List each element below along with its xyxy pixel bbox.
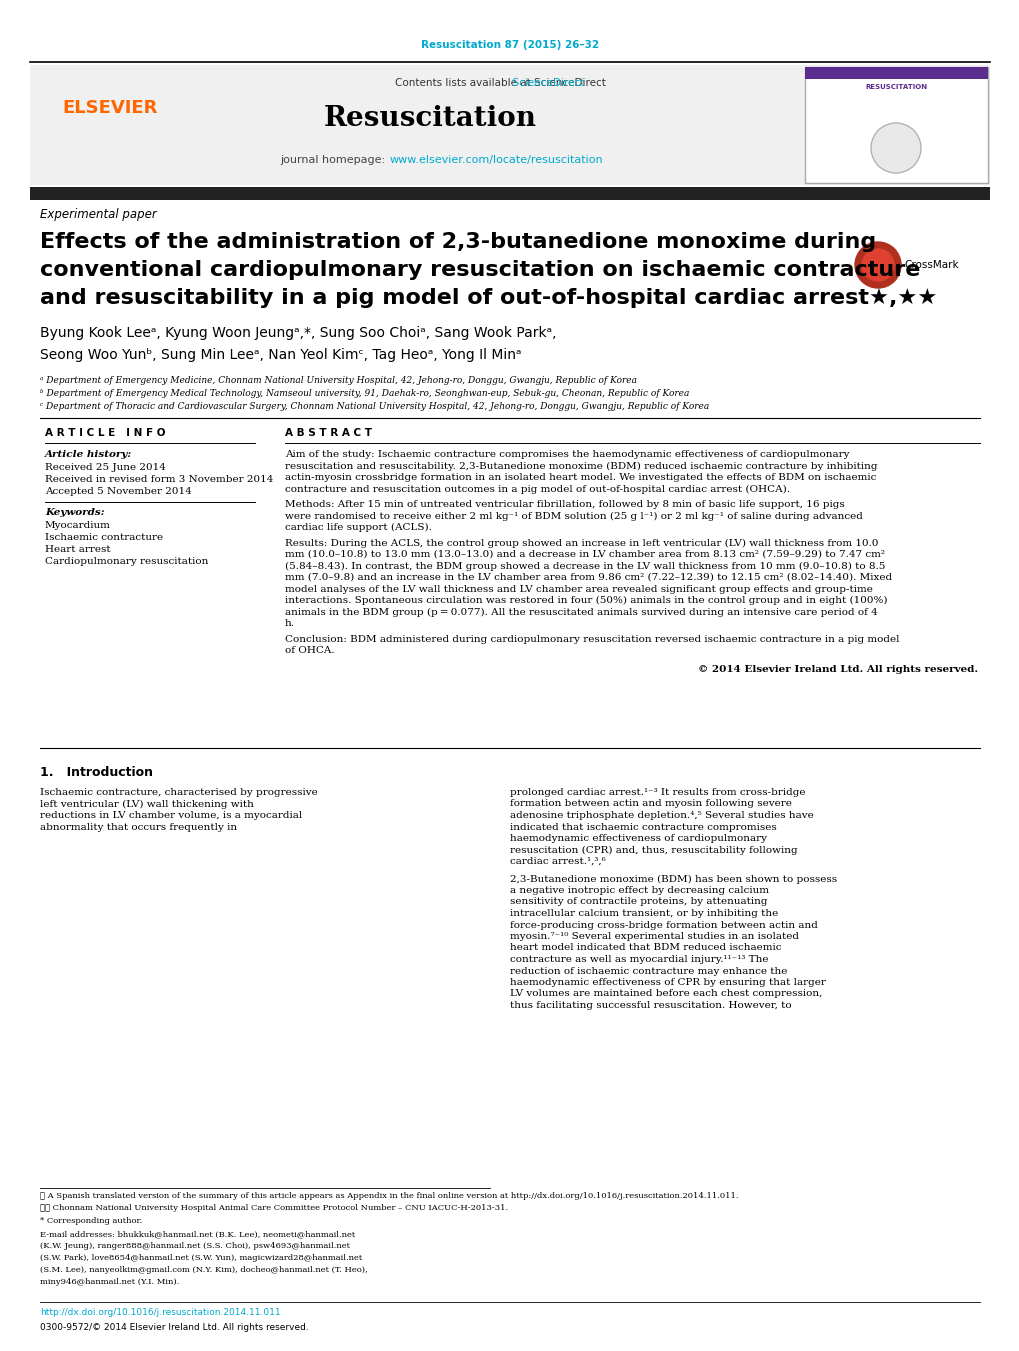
Text: Seong Woo Yunᵇ, Sung Min Leeᵃ, Nan Yeol Kimᶜ, Tag Heoᵃ, Yong Il Minᵃ: Seong Woo Yunᵇ, Sung Min Leeᵃ, Nan Yeol … (40, 349, 521, 362)
Text: model analyses of the LV wall thickness and LV chamber area revealed significant: model analyses of the LV wall thickness … (284, 585, 872, 593)
Text: and resuscitability in a pig model of out-of-hospital cardiac arrest★,★★: and resuscitability in a pig model of ou… (40, 288, 936, 308)
Text: formation between actin and myosin following severe: formation between actin and myosin follo… (510, 800, 791, 808)
Text: interactions. Spontaneous circulation was restored in four (50%) animals in the : interactions. Spontaneous circulation wa… (284, 596, 887, 605)
Text: Article history:: Article history: (45, 450, 132, 459)
Text: were randomised to receive either 2 ml kg⁻¹ of BDM solution (25 g l⁻¹) or 2 ml k: were randomised to receive either 2 ml k… (284, 512, 862, 520)
Text: intracellular calcium transient, or by inhibiting the: intracellular calcium transient, or by i… (510, 909, 777, 917)
Text: Contents lists available at ScienceDirect: Contents lists available at ScienceDirec… (394, 78, 605, 88)
Bar (804, 68, 987, 78)
Text: left ventricular (LV) wall thickening with: left ventricular (LV) wall thickening wi… (40, 800, 254, 809)
Text: a negative inotropic effect by decreasing calcium: a negative inotropic effect by decreasin… (510, 886, 768, 894)
Text: 2,3-Butanedione monoxime (BDM) has been shown to possess: 2,3-Butanedione monoxime (BDM) has been … (510, 874, 837, 884)
Text: ★★ Chonnam National University Hospital Animal Care Committee Protocol Number – : ★★ Chonnam National University Hospital … (40, 1204, 507, 1212)
Text: reduction of ischaemic contracture may enhance the: reduction of ischaemic contracture may e… (510, 966, 787, 975)
Text: Keywords:: Keywords: (45, 508, 105, 517)
Text: Methods: After 15 min of untreated ventricular fibrillation, followed by 8 min o: Methods: After 15 min of untreated ventr… (284, 500, 844, 509)
Text: E-mail addresses: bhukkuk@hanmail.net (B.K. Lee), neometi@hanmail.net: E-mail addresses: bhukkuk@hanmail.net (B… (40, 1229, 355, 1238)
Text: Experimental paper: Experimental paper (40, 208, 157, 222)
Text: mm (7.0–9.8) and an increase in the LV chamber area from 9.86 cm² (7.22–12.39) t: mm (7.0–9.8) and an increase in the LV c… (284, 573, 892, 582)
Text: (S.M. Lee), nanyeolkim@gmail.com (N.Y. Kim), docheo@hanmail.net (T. Heo),: (S.M. Lee), nanyeolkim@gmail.com (N.Y. K… (40, 1266, 367, 1274)
Circle shape (870, 123, 920, 173)
Text: (5.84–8.43). In contrast, the BDM group showed a decrease in the LV wall thickne: (5.84–8.43). In contrast, the BDM group … (284, 562, 884, 570)
Text: resuscitation and resuscitability. 2,3-Butanedione monoxime (BDM) reduced ischae: resuscitation and resuscitability. 2,3-B… (284, 462, 876, 470)
Text: Conclusion: BDM administered during cardiopulmonary resuscitation reversed ischa: Conclusion: BDM administered during card… (284, 635, 899, 643)
Text: force-producing cross-bridge formation between actin and: force-producing cross-bridge formation b… (510, 920, 817, 929)
Text: Received 25 June 2014: Received 25 June 2014 (45, 463, 166, 471)
Text: thus facilitating successful resuscitation. However, to: thus facilitating successful resuscitati… (510, 1001, 791, 1011)
Text: contracture and resuscitation outcomes in a pig model of out-of-hospital cardiac: contracture and resuscitation outcomes i… (284, 485, 790, 493)
Text: CrossMark: CrossMark (903, 259, 958, 270)
Text: reductions in LV chamber volume, is a myocardial: reductions in LV chamber volume, is a my… (40, 811, 302, 820)
Text: haemodynamic effectiveness of cardiopulmonary: haemodynamic effectiveness of cardiopulm… (510, 834, 766, 843)
Bar (30, 186, 989, 200)
Text: 0300-9572/© 2014 Elsevier Ireland Ltd. All rights reserved.: 0300-9572/© 2014 Elsevier Ireland Ltd. A… (40, 1323, 309, 1332)
Text: indicated that ischaemic contracture compromises: indicated that ischaemic contracture com… (510, 823, 776, 831)
Text: ELSEVIER: ELSEVIER (62, 99, 158, 118)
Text: ScienceDirect: ScienceDirect (415, 78, 584, 88)
Text: Received in revised form 3 November 2014: Received in revised form 3 November 2014 (45, 476, 273, 484)
Text: Accepted 5 November 2014: Accepted 5 November 2014 (45, 486, 192, 496)
Text: www.elsevier.com/locate/resuscitation: www.elsevier.com/locate/resuscitation (389, 155, 603, 165)
Text: * Corresponding author.: * Corresponding author. (40, 1217, 142, 1225)
Text: Resuscitation: Resuscitation (323, 105, 536, 132)
Text: Myocardium: Myocardium (45, 521, 111, 530)
Text: resuscitation (CPR) and, thus, resuscitability following: resuscitation (CPR) and, thus, resuscita… (510, 846, 797, 855)
Text: (K.W. Jeung), ranger888@hanmail.net (S.S. Choi), psw4693@hanmail.net: (K.W. Jeung), ranger888@hanmail.net (S.S… (40, 1242, 350, 1250)
Text: animals in the BDM group (p = 0.077). All the resuscitated animals survived duri: animals in the BDM group (p = 0.077). Al… (284, 608, 877, 616)
Text: A R T I C L E   I N F O: A R T I C L E I N F O (45, 428, 165, 438)
Text: Ischaemic contracture, characterised by progressive: Ischaemic contracture, characterised by … (40, 788, 318, 797)
Text: miny946@hanmail.net (Y.I. Min).: miny946@hanmail.net (Y.I. Min). (40, 1278, 179, 1286)
Text: h.: h. (284, 619, 294, 628)
Text: Ischaemic contracture: Ischaemic contracture (45, 534, 163, 542)
Text: Byung Kook Leeᵃ, Kyung Woon Jeungᵃ,*, Sung Soo Choiᵃ, Sang Wook Parkᵃ,: Byung Kook Leeᵃ, Kyung Woon Jeungᵃ,*, Su… (40, 326, 556, 340)
Text: ★ A Spanish translated version of the summary of this article appears as Appendi: ★ A Spanish translated version of the su… (40, 1192, 738, 1200)
Text: ᵇ Department of Emergency Medical Technology, Namseoul university, 91, Daehak-ro: ᵇ Department of Emergency Medical Techno… (40, 389, 689, 399)
Bar (804, 68, 987, 182)
Text: adenosine triphosphate depletion.⁴,⁵ Several studies have: adenosine triphosphate depletion.⁴,⁵ Sev… (510, 811, 813, 820)
Text: © 2014 Elsevier Ireland Ltd. All rights reserved.: © 2014 Elsevier Ireland Ltd. All rights … (697, 665, 977, 674)
Text: ᵃ Department of Emergency Medicine, Chonnam National University Hospital, 42, Je: ᵃ Department of Emergency Medicine, Chon… (40, 376, 637, 385)
Text: abnormality that occurs frequently in: abnormality that occurs frequently in (40, 823, 236, 831)
Text: Effects of the administration of 2,3-butanedione monoxime during: Effects of the administration of 2,3-but… (40, 232, 875, 253)
Text: myosin.⁷⁻¹⁰ Several experimental studies in an isolated: myosin.⁷⁻¹⁰ Several experimental studies… (510, 932, 798, 942)
Text: Aim of the study: Ischaemic contracture compromises the haemodynamic effectivene: Aim of the study: Ischaemic contracture … (284, 450, 849, 459)
Text: A B S T R A C T: A B S T R A C T (284, 428, 372, 438)
Text: prolonged cardiac arrest.¹⁻³ It results from cross-bridge: prolonged cardiac arrest.¹⁻³ It results … (510, 788, 805, 797)
Text: 1.   Introduction: 1. Introduction (40, 766, 153, 780)
Text: cardiac life support (ACLS).: cardiac life support (ACLS). (284, 523, 431, 532)
Text: ᶜ Department of Thoracic and Cardiovascular Surgery, Chonnam National University: ᶜ Department of Thoracic and Cardiovascu… (40, 403, 708, 411)
Text: http://dx.doi.org/10.1016/j.resuscitation.2014.11.011: http://dx.doi.org/10.1016/j.resuscitatio… (40, 1308, 280, 1317)
Text: Resuscitation 87 (2015) 26–32: Resuscitation 87 (2015) 26–32 (421, 41, 598, 50)
Text: sensitivity of contractile proteins, by attenuating: sensitivity of contractile proteins, by … (510, 897, 766, 907)
Text: contracture as well as myocardial injury.¹¹⁻¹³ The: contracture as well as myocardial injury… (510, 955, 767, 965)
Text: heart model indicated that BDM reduced ischaemic: heart model indicated that BDM reduced i… (510, 943, 781, 952)
Text: (S.W. Park), love8654@hanmail.net (S.W. Yun), magicwizard28@hanmail.net: (S.W. Park), love8654@hanmail.net (S.W. … (40, 1254, 362, 1262)
Text: conventional cardiopulmonary resuscitation on ischaemic contracture: conventional cardiopulmonary resuscitati… (40, 259, 919, 280)
Text: haemodynamic effectiveness of CPR by ensuring that larger: haemodynamic effectiveness of CPR by ens… (510, 978, 825, 988)
Circle shape (854, 242, 900, 288)
Text: journal homepage:: journal homepage: (280, 155, 388, 165)
Text: cardiac arrest.¹,³,⁶: cardiac arrest.¹,³,⁶ (510, 857, 605, 866)
Text: Cardiopulmonary resuscitation: Cardiopulmonary resuscitation (45, 557, 208, 566)
Bar (30, 65, 989, 185)
Text: Heart arrest: Heart arrest (45, 544, 110, 554)
Text: mm (10.0–10.8) to 13.0 mm (13.0–13.0) and a decrease in LV chamber area from 8.1: mm (10.0–10.8) to 13.0 mm (13.0–13.0) an… (284, 550, 884, 559)
Text: of OHCA.: of OHCA. (284, 646, 334, 655)
Text: actin-myosin crossbridge formation in an isolated heart model. We investigated t: actin-myosin crossbridge formation in an… (284, 473, 875, 482)
Text: Results: During the ACLS, the control group showed an increase in left ventricul: Results: During the ACLS, the control gr… (284, 539, 877, 547)
Circle shape (861, 249, 893, 281)
Text: RESUSCITATION: RESUSCITATION (864, 84, 926, 91)
Text: LV volumes are maintained before each chest compression,: LV volumes are maintained before each ch… (510, 989, 821, 998)
